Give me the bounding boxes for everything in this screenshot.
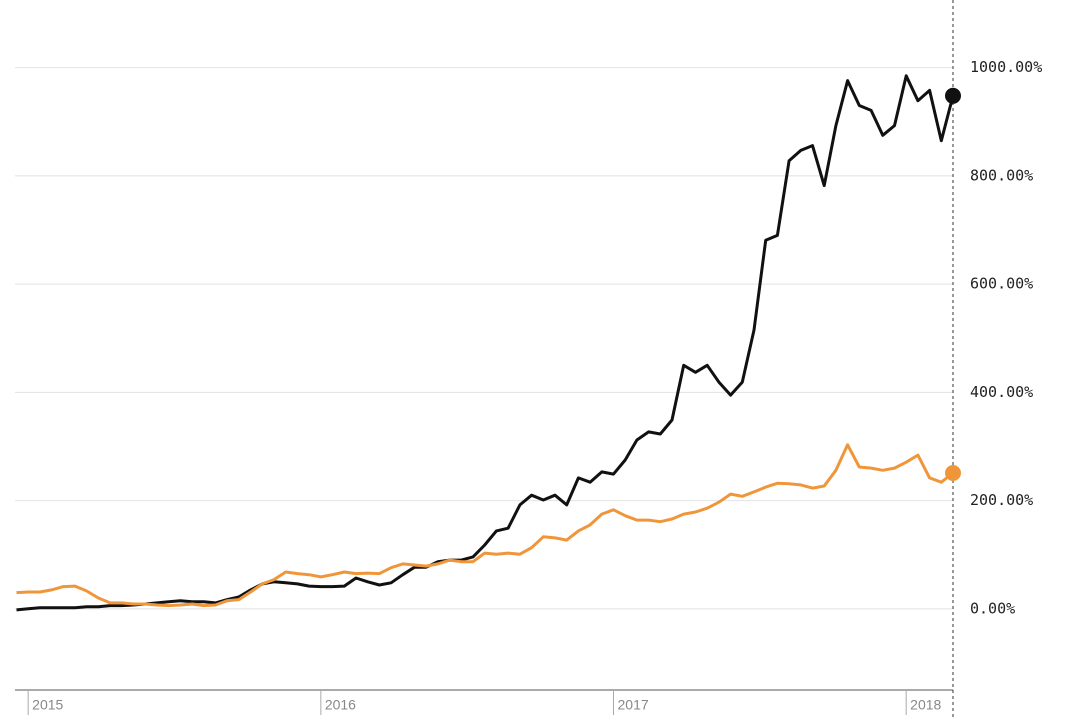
series-line <box>16 443 954 608</box>
y-tick-label: 400.00% <box>970 383 1033 401</box>
x-tick-label: 2016 <box>325 697 356 713</box>
x-tick-label: 2017 <box>618 697 649 713</box>
series-line <box>16 74 955 612</box>
x-tick-label: 2018 <box>910 697 941 713</box>
y-tick-label: 200.00% <box>970 491 1033 509</box>
y-tick-label: 800.00% <box>970 166 1033 184</box>
y-tick-label: 1000.00% <box>970 58 1042 76</box>
end-dot <box>945 87 961 104</box>
y-tick-label: 600.00% <box>970 275 1033 293</box>
x-tick-label: 2015 <box>32 697 63 713</box>
y-tick-label: 0.00% <box>970 599 1015 617</box>
end-dot <box>945 464 961 481</box>
